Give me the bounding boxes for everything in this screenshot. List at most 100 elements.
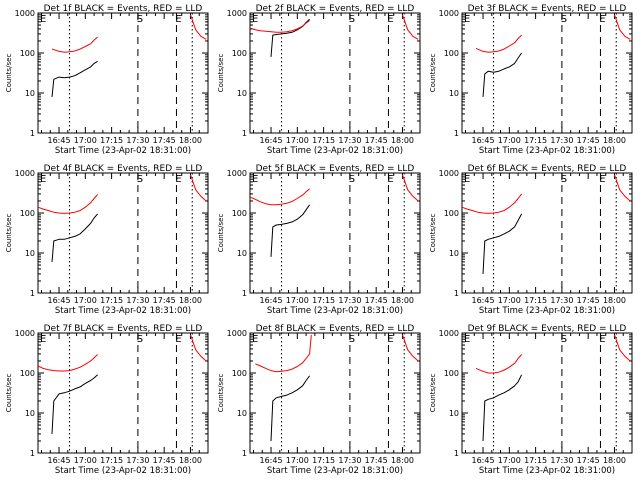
x-tick-label: 17:30 (550, 296, 573, 305)
panel-title: Det 7f BLACK = Events, RED = LLD (44, 324, 203, 334)
plot-frame (37, 172, 209, 294)
y-tick-label: 10 (449, 89, 459, 98)
marker-label: S (137, 334, 143, 345)
x-tick-label: 17:30 (126, 136, 149, 145)
plot-frame (249, 172, 421, 294)
y-tick-label: 10 (25, 89, 35, 98)
y-tick-label: 100 (444, 209, 459, 218)
events-series-line (51, 374, 98, 434)
x-tick-label: 17:30 (338, 456, 361, 465)
lld-series-line (614, 14, 631, 40)
x-tick-label: 17:45 (577, 136, 600, 145)
panel-3: Det 3f BLACK = Events, RED = LLD 1 10 100 10… (429, 4, 633, 156)
x-tick-label: 16:45 (47, 296, 70, 305)
x-tick-label: 17:15 (312, 296, 335, 305)
lld-series-line (37, 194, 98, 214)
x-tick-label: 17:15 (312, 136, 335, 145)
y-tick-label: 10 (25, 409, 35, 418)
x-tick-label: 17:30 (338, 296, 361, 305)
lld-series-line (614, 334, 631, 362)
y-axis-label: Counts/sec (217, 54, 225, 93)
y-axis-label: Counts/sec (429, 374, 437, 413)
x-tick-label: 17:15 (524, 296, 547, 305)
panel-5: Det 5f BLACK = Events, RED = LLD 1 10 100 10… (217, 164, 421, 316)
x-tick-label: 16:45 (471, 136, 494, 145)
marker-label: S (349, 174, 355, 185)
panel-8: Det 8f BLACK = Events, RED = LLD 1 10 100 10… (217, 324, 421, 476)
x-tick-label: 17:45 (365, 136, 388, 145)
panel-title: Det 3f BLACK = Events, RED = LLD (468, 4, 627, 14)
marker-label: E (175, 334, 181, 345)
x-tick-label: 16:45 (471, 456, 494, 465)
panel-1: Det 1f BLACK = Events, RED = LLD 1 10 100 10… (5, 4, 209, 156)
x-tick-label: 17:00 (286, 136, 309, 145)
y-tick-label: 100 (20, 209, 35, 218)
x-tick-label: 18:00 (391, 296, 414, 305)
x-tick-label: 18:00 (179, 136, 202, 145)
y-axis-label: Counts/sec (5, 54, 13, 93)
x-tick-label: 17:30 (550, 136, 573, 145)
corner-label: E (252, 14, 258, 25)
x-tick-label: 17:45 (577, 296, 600, 305)
y-tick-label: 1000 (439, 9, 459, 18)
x-tick-label: 16:45 (471, 296, 494, 305)
events-series-line (51, 213, 98, 262)
corner-label: E (252, 174, 258, 185)
corner-label: E (40, 334, 46, 345)
y-tick-label: 100 (232, 49, 247, 58)
y-axis-label: Counts/sec (217, 214, 225, 253)
x-tick-label: 17:00 (498, 456, 521, 465)
y-tick-label: 1 (242, 449, 247, 458)
x-tick-label: 17:15 (524, 456, 547, 465)
x-tick-label: 17:30 (126, 296, 149, 305)
x-tick-label: 18:00 (179, 296, 202, 305)
x-tick-label: 17:30 (550, 456, 573, 465)
plot-frame (37, 332, 209, 454)
panel-6: Det 6f BLACK = Events, RED = LLD 1 10 100 10… (429, 164, 633, 316)
x-tick-label: 17:45 (365, 296, 388, 305)
events-series-line (482, 52, 523, 97)
panel-9: Det 9f BLACK = Events, RED = LLD 1 10 100 10… (429, 324, 633, 476)
x-axis-label: Start Time (23-Apr-02 18:31:00) (55, 466, 191, 476)
y-tick-label: 10 (449, 249, 459, 258)
corner-label: E (40, 14, 46, 25)
y-tick-label: 100 (444, 369, 459, 378)
y-axis-label: Counts/sec (5, 214, 13, 253)
marker-label: E (599, 174, 605, 185)
lld-series-line (37, 354, 98, 372)
x-tick-label: 18:00 (603, 296, 626, 305)
x-tick-label: 17:15 (100, 456, 123, 465)
x-tick-label: 17:00 (498, 296, 521, 305)
lld-series-line (402, 14, 419, 40)
panel-2: Det 2f BLACK = Events, RED = LLD 1 10 100 10… (217, 4, 421, 156)
y-tick-label: 10 (237, 249, 247, 258)
x-tick-label: 17:45 (365, 456, 388, 465)
x-tick-label: 16:45 (259, 296, 282, 305)
lld-series-line (255, 334, 312, 373)
x-tick-label: 17:15 (312, 456, 335, 465)
lld-series-line (475, 34, 522, 53)
x-axis-label: Start Time (23-Apr-02 18:31:00) (479, 306, 615, 316)
marker-label: E (175, 14, 181, 25)
marker-label: E (599, 14, 605, 25)
y-tick-label: 100 (444, 49, 459, 58)
lld-series-line (475, 354, 522, 374)
lld-series-line (461, 193, 522, 214)
panel-title: Det 2f BLACK = Events, RED = LLD (256, 4, 415, 14)
y-axis-label: Counts/sec (5, 374, 13, 413)
x-tick-label: 17:00 (286, 456, 309, 465)
marker-label: E (387, 14, 393, 25)
corner-label: E (464, 14, 470, 25)
y-tick-label: 100 (232, 369, 247, 378)
y-tick-label: 1 (30, 289, 35, 298)
y-tick-label: 1 (454, 129, 459, 138)
lld-series-line (402, 334, 419, 362)
y-tick-label: 10 (449, 409, 459, 418)
y-tick-label: 10 (237, 89, 247, 98)
x-tick-label: 17:15 (100, 136, 123, 145)
events-series-line (51, 60, 98, 97)
y-tick-label: 100 (20, 49, 35, 58)
lld-series-line (51, 36, 98, 53)
x-tick-label: 17:45 (577, 456, 600, 465)
marker-label: S (561, 334, 567, 345)
